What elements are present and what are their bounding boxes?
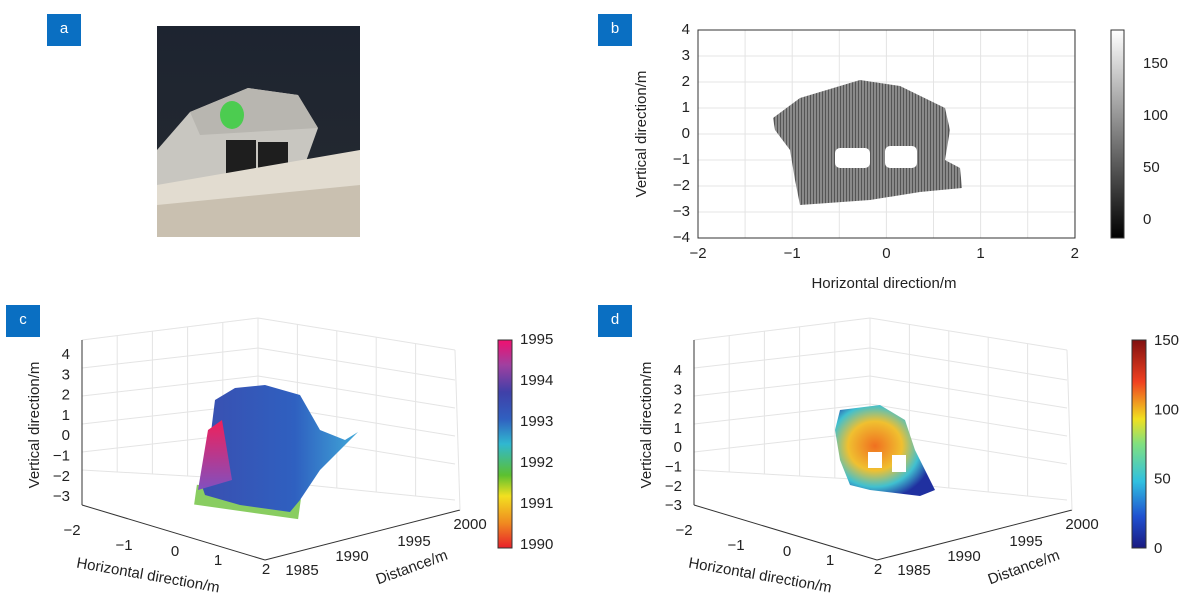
text: 4 <box>674 362 682 379</box>
text: −1 <box>665 458 682 475</box>
text: 1 <box>62 407 70 424</box>
text: 3 <box>674 381 682 398</box>
text: 2 <box>1071 245 1079 262</box>
grid-line <box>870 318 1067 350</box>
colorbar <box>1132 340 1146 548</box>
text: 1 <box>826 552 834 569</box>
text: 1990 <box>520 536 553 553</box>
text: Vertical direction/m <box>638 362 655 489</box>
grid-line <box>1067 350 1072 510</box>
text: Distance/m <box>986 547 1062 589</box>
text: Distance/m <box>374 547 450 589</box>
grid-line <box>694 318 870 340</box>
text: b <box>611 20 619 37</box>
text: 1 <box>674 420 682 437</box>
text: −2 <box>53 468 70 485</box>
text: 4 <box>62 346 70 363</box>
text: 3 <box>62 366 70 383</box>
text: Vertical direction/m <box>633 71 650 198</box>
grid-line <box>694 348 870 368</box>
text: −1 <box>53 447 70 464</box>
text: 1 <box>214 552 222 569</box>
text: 1991 <box>520 495 553 512</box>
text: 2 <box>682 73 690 90</box>
text: c <box>19 311 27 328</box>
text: 100 <box>1154 401 1179 418</box>
text: 1995 <box>397 533 430 550</box>
text: 150 <box>1143 55 1168 72</box>
text: 0 <box>882 245 890 262</box>
text: 0 <box>674 439 682 456</box>
text: 4 <box>682 21 690 38</box>
grid-line <box>82 348 258 368</box>
text: −2 <box>673 177 690 194</box>
text: 2000 <box>1065 516 1098 533</box>
grid-line <box>258 318 455 350</box>
text: −3 <box>53 488 70 505</box>
figure: abcd 43210−1−2−3−4−2−1012Horizontal dire… <box>0 0 1190 599</box>
grid-line <box>258 348 455 380</box>
colorbar <box>498 340 512 548</box>
text: 2 <box>262 561 270 578</box>
text: 0 <box>62 427 70 444</box>
grid-line <box>694 470 870 480</box>
grid-line <box>870 348 1067 380</box>
text: 0 <box>171 543 179 560</box>
point-cloud <box>194 385 358 519</box>
text: −1 <box>784 245 801 262</box>
text: 2 <box>674 401 682 418</box>
text: a <box>60 20 69 37</box>
text: 1995 <box>1009 533 1042 550</box>
text: −2 <box>689 245 706 262</box>
text: 1994 <box>520 372 553 389</box>
text: −3 <box>665 497 682 514</box>
text: −1 <box>673 151 690 168</box>
grid-line <box>455 350 460 510</box>
text: Horizontal direction/m <box>811 275 956 292</box>
text: 2000 <box>453 516 486 533</box>
text: 0 <box>783 543 791 560</box>
text: 1990 <box>947 548 980 565</box>
text: 0 <box>1143 211 1151 228</box>
text: 150 <box>1154 332 1179 349</box>
text: 1985 <box>897 562 930 579</box>
text: −2 <box>665 478 682 495</box>
text: Vertical direction/m <box>26 362 43 489</box>
text: 50 <box>1143 159 1160 176</box>
point-cloud <box>835 405 935 496</box>
colorbar <box>1111 30 1124 238</box>
text: 1 <box>976 245 984 262</box>
text: −1 <box>115 537 132 554</box>
text: −2 <box>63 522 80 539</box>
grid-line <box>82 318 258 340</box>
grid-line <box>870 376 1067 408</box>
text: 1985 <box>285 562 318 579</box>
text: 1 <box>682 99 690 116</box>
text: 2 <box>874 561 882 578</box>
text: 1993 <box>520 413 553 430</box>
text: 3 <box>682 47 690 64</box>
text: Horizontal direction/m <box>75 555 221 597</box>
photo <box>157 26 360 237</box>
text: 2 <box>62 387 70 404</box>
text: Horizontal direction/m <box>687 555 833 597</box>
grid-line <box>694 376 870 396</box>
text: 100 <box>1143 107 1168 124</box>
text: −2 <box>675 522 692 539</box>
text: −4 <box>673 229 690 246</box>
text: −3 <box>673 203 690 220</box>
text: 1995 <box>520 331 553 348</box>
text: d <box>611 311 619 328</box>
text: 0 <box>1154 540 1162 557</box>
text: 0 <box>682 125 690 142</box>
text: −1 <box>727 537 744 554</box>
text: 1990 <box>335 548 368 565</box>
text: 50 <box>1154 471 1171 488</box>
text: 1992 <box>520 454 553 471</box>
